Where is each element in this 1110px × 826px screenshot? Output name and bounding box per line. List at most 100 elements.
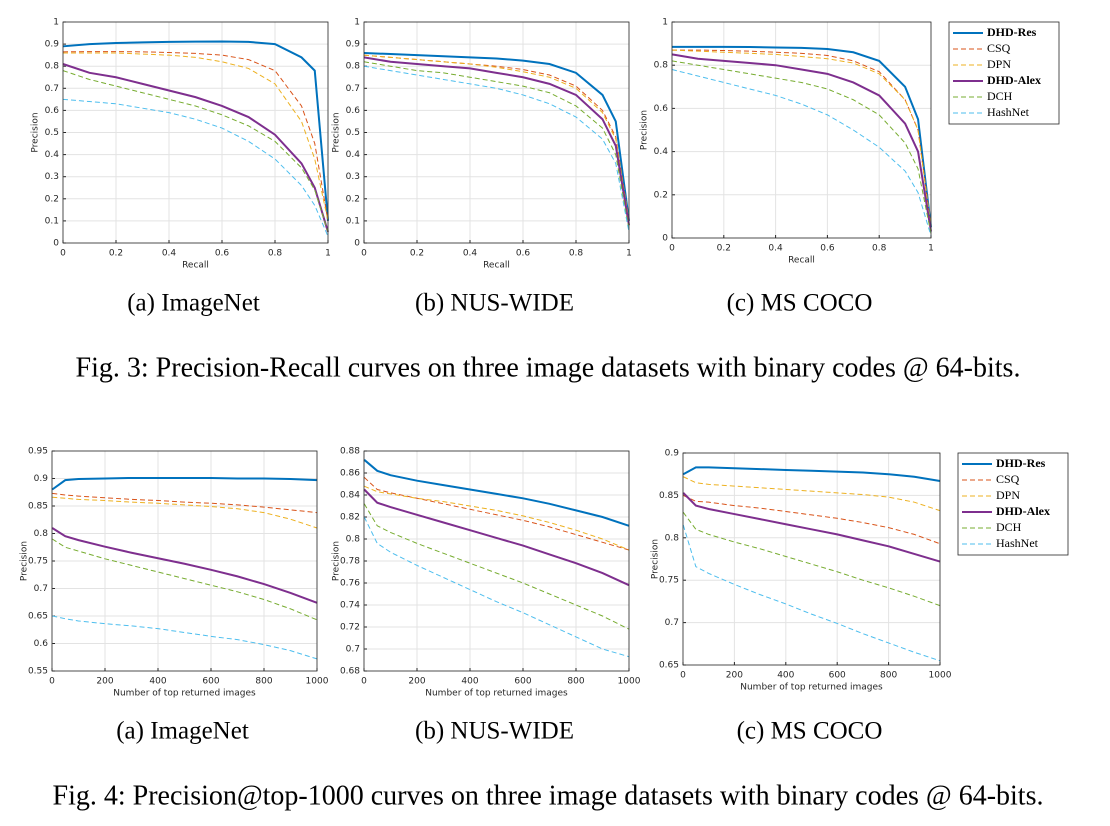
legend-label: DCH	[987, 89, 1013, 103]
y-tick-label: 0.4	[346, 150, 361, 160]
x-tick-label: 1000	[929, 671, 952, 681]
y-tick-label: 0.88	[340, 447, 360, 457]
legend-label: HashNet	[996, 536, 1039, 550]
x-tick-label: 0.6	[820, 244, 835, 254]
series-line	[62, 98, 329, 237]
x-axis-label: Recall	[483, 261, 510, 271]
series-line	[62, 40, 329, 221]
y-tick-label: 0.7	[665, 618, 679, 628]
y-tick-label: 0.7	[346, 645, 360, 655]
x-axis-label: Recall	[788, 256, 815, 266]
x-tick-label: 0	[680, 671, 686, 681]
series-line	[672, 45, 932, 228]
y-tick-label: 0.9	[34, 474, 49, 484]
series-line	[671, 53, 932, 232]
series-line	[682, 492, 941, 563]
y-tick-label: 0.78	[340, 557, 360, 567]
series-line	[683, 494, 941, 545]
y-tick-label: 0.3	[346, 172, 360, 182]
x-tick-label: 600	[829, 671, 846, 681]
x-tick-label: 1	[325, 249, 331, 259]
plot-frame	[671, 21, 932, 239]
y-tick-label: 0.5	[45, 128, 59, 138]
y-tick-label: 0.8	[654, 61, 669, 71]
legend-label: DCH	[996, 520, 1022, 534]
y-tick-label: 0.55	[28, 667, 48, 677]
x-tick-label: 0.8	[872, 244, 887, 254]
x-tick-label: 0	[60, 249, 66, 259]
y-tick-label: 0.75	[659, 576, 679, 586]
x-tick-label: 0	[49, 677, 55, 687]
series-line	[671, 69, 932, 236]
y-tick-label: 0.2	[346, 194, 360, 204]
y-tick-label: 0.7	[34, 584, 48, 594]
y-tick-label: 0.7	[346, 84, 360, 94]
legend-label: HashNet	[987, 105, 1030, 119]
plot-frame	[363, 21, 630, 244]
x-tick-label: 1	[928, 244, 934, 254]
x-tick-label: 800	[567, 677, 584, 687]
plot-frame	[62, 21, 329, 244]
x-tick-label: 0.2	[109, 249, 123, 259]
series-line	[363, 54, 630, 221]
x-axis-label: Number of top returned images	[425, 689, 568, 699]
y-tick-label: 0.8	[346, 535, 361, 545]
y-tick-label: 0.1	[346, 216, 360, 226]
series-line	[682, 524, 941, 662]
y-tick-label: 0.6	[45, 106, 60, 116]
y-tick-label: 0.85	[659, 491, 679, 501]
series-line	[62, 63, 329, 233]
series-line	[682, 512, 941, 607]
x-tick-label: 600	[514, 677, 531, 687]
plot-frame	[51, 450, 318, 672]
y-tick-label: 0.5	[346, 128, 360, 138]
legend-label: DHD-Res	[996, 456, 1046, 470]
x-tick-label: 0.4	[463, 249, 478, 259]
y-axis-label: Precision	[20, 541, 30, 581]
y-tick-label: 0.72	[340, 623, 360, 633]
subcaption: (a) ImageNet	[116, 718, 249, 745]
subcaption: (b) NUS-WIDE	[415, 718, 574, 745]
subcaption: (b) NUS-WIDE	[415, 290, 574, 317]
y-tick-label: 0	[53, 239, 59, 249]
x-tick-label: 0	[361, 677, 367, 687]
x-tick-label: 0.6	[516, 249, 531, 259]
y-axis-label: Precision	[640, 110, 650, 150]
series-line	[363, 459, 630, 527]
series-line	[51, 476, 318, 491]
legend-label: DPN	[987, 57, 1011, 71]
y-tick-label: 0.82	[340, 513, 360, 523]
y-tick-label: 0.2	[45, 194, 59, 204]
x-tick-label: 0.8	[268, 249, 283, 259]
y-tick-label: 0.65	[28, 612, 48, 622]
legend-box	[948, 21, 1060, 125]
series-line	[363, 477, 630, 551]
y-tick-label: 0.85	[28, 502, 48, 512]
y-tick-label: 0	[354, 239, 360, 249]
x-tick-label: 400	[461, 677, 478, 687]
y-tick-label: 0.6	[346, 106, 361, 116]
y-tick-label: 0.86	[340, 469, 360, 479]
x-tick-label: 400	[149, 677, 166, 687]
series-line	[52, 615, 318, 660]
series-line	[63, 52, 329, 222]
y-tick-label: 0.8	[45, 62, 60, 72]
x-tick-label: 0.8	[569, 249, 584, 259]
x-tick-label: 0	[361, 249, 367, 259]
series-line	[363, 516, 630, 658]
series-line	[52, 492, 318, 514]
x-axis-label: Number of top returned images	[113, 689, 256, 699]
y-tick-label: 1	[53, 18, 59, 28]
y-axis-label: Precision	[332, 112, 342, 152]
x-axis-label: Number of top returned images	[740, 683, 883, 693]
y-tick-label: 0.9	[346, 40, 361, 50]
y-tick-label: 0.9	[665, 449, 680, 459]
series-line	[363, 65, 630, 233]
x-tick-label: 0.4	[162, 249, 177, 259]
series-line	[363, 51, 630, 222]
y-tick-label: 0.76	[340, 579, 360, 589]
x-tick-label: 0.2	[410, 249, 424, 259]
series-line	[671, 60, 932, 234]
x-tick-label: 600	[202, 677, 219, 687]
legend-label: DHD-Res	[987, 25, 1037, 39]
